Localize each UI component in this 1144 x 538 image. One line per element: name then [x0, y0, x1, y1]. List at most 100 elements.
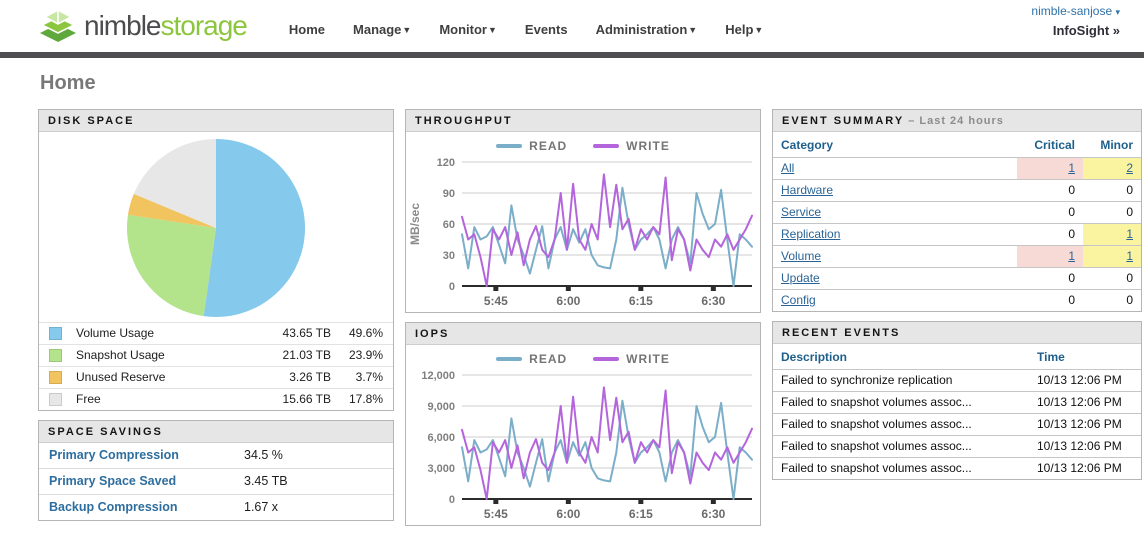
series-line-read [461, 186, 753, 287]
legend-value: 21.03 TB [282, 348, 331, 362]
pie-slice-unused-reserve [127, 193, 216, 228]
space-savings-row: Primary Space Saved 3.45 TB [39, 469, 393, 495]
critical-count-cell: 0 [1017, 223, 1083, 246]
event-description: Failed to snapshot volumes assoc... [773, 391, 1029, 414]
legend-series-name: READ [529, 352, 568, 366]
event-time: 10/13 12:06 PM [1029, 391, 1141, 414]
category-link[interactable]: Replication [781, 227, 841, 241]
nav-item[interactable]: Manage▼ [353, 22, 411, 37]
category-link[interactable]: Volume [781, 249, 822, 263]
main-content: Home DISK SPACE Volume Usage 43.65 TB 49… [0, 58, 1144, 526]
minor-count[interactable]: 1 [1126, 227, 1133, 241]
legend-swatch [49, 370, 62, 384]
logo[interactable]: nimblestorage [38, 8, 248, 44]
svg-text:6:30: 6:30 [701, 294, 725, 308]
category-link[interactable]: All [781, 161, 795, 175]
nav-item-label: Monitor [439, 21, 487, 37]
category-link[interactable]: Config [781, 293, 816, 307]
column-header-description: Description [781, 350, 848, 364]
page-title: Home [40, 72, 96, 94]
space-savings-label: Primary Compression [49, 448, 179, 462]
throughput-panel: THROUGHPUT READ WRITE 0 30 60 90 120 5:45 6:00 6… [405, 109, 761, 313]
disk-space-panel-header: DISK SPACE [39, 110, 393, 132]
event-summary-panel-header: EVENT SUMMARY – Last 24 hours [773, 110, 1141, 132]
critical-count: 0 [1068, 227, 1075, 241]
critical-count: 0 [1068, 205, 1075, 219]
throughput-panel-header: THROUGHPUT [406, 110, 760, 132]
event-description: Failed to snapshot volumes assoc... [773, 457, 1029, 479]
legend-line-swatch [496, 144, 523, 148]
recent-event-row: Failed to snapshot volumes assoc... 10/1… [773, 413, 1141, 436]
disk-space-legend: Volume Usage 43.65 TB 49.6% Snapshot Usa… [39, 322, 393, 410]
header-divider-bar [0, 52, 1144, 58]
event-description: Failed to snapshot volumes assoc... [773, 413, 1029, 436]
event-summary-row: Config 0 0 [773, 289, 1141, 311]
svg-text:6:00: 6:00 [556, 294, 580, 308]
legend-label: Volume Usage [76, 326, 155, 340]
recent-event-row: Failed to snapshot volumes assoc... 10/1… [773, 391, 1141, 414]
legend-line-swatch [496, 357, 523, 361]
minor-count[interactable]: 2 [1126, 161, 1133, 175]
nimble-logo-icon [40, 8, 76, 42]
pie-slice-volume-usage [203, 139, 306, 317]
minor-count: 0 [1126, 293, 1133, 307]
iops-panel: IOPS READ WRITE 0 3,000 6,000 9,000 12,000 5:4… [405, 322, 761, 526]
throughput-chart: 0 30 60 90 120 5:45 6:00 6:15 6:30 MB/sec [408, 157, 753, 308]
minor-count[interactable]: 1 [1126, 249, 1133, 263]
legend-series-name: WRITE [626, 139, 670, 153]
nav-item-label: Home [288, 21, 326, 37]
space-savings-panel-header: SPACE SAVINGS [39, 421, 393, 443]
array-name: nimble-sanjose [1031, 4, 1113, 18]
space-savings-rows: Primary Compression 34.5 % Primary Space… [39, 443, 393, 520]
recent-events-panel-header: RECENT EVENTS [773, 322, 1141, 344]
nav-item[interactable]: Events▼ [525, 22, 568, 37]
category-link[interactable]: Update [781, 271, 820, 285]
critical-count-cell: 0 [1017, 289, 1083, 311]
critical-count[interactable]: 1 [1068, 161, 1075, 175]
column-header-critical: Critical [1034, 138, 1075, 152]
nav-item[interactable]: Administration▼ [596, 22, 698, 37]
critical-count[interactable]: 1 [1068, 249, 1075, 263]
legend-row: Snapshot Usage 21.03 TB 23.9% [39, 344, 393, 366]
pie-slice-free [133, 139, 216, 228]
category-link[interactable]: Service [781, 205, 822, 219]
nav-item[interactable]: Home▼ [289, 22, 325, 37]
infosight-link[interactable]: InfoSight » [1052, 23, 1120, 38]
svg-text:90: 90 [443, 188, 455, 200]
svg-text:5:45: 5:45 [484, 507, 508, 521]
legend-row: Unused Reserve 3.26 TB 3.7% [39, 366, 393, 388]
legend-label: Free [76, 392, 101, 406]
chart-legend-read: READ [496, 352, 567, 366]
legend-row: Free 15.66 TB 17.8% [39, 388, 393, 410]
legend-percent: 3.7% [355, 370, 383, 384]
event-summary-row: All 1 2 [773, 157, 1141, 180]
nav-item[interactable]: Help▼ [725, 22, 763, 37]
legend-line-swatch [593, 144, 620, 148]
svg-text:6:30: 6:30 [701, 507, 725, 521]
svg-text:5:45: 5:45 [484, 294, 508, 308]
legend-value: 43.65 TB [282, 326, 331, 340]
event-summary-row: Volume 1 1 [773, 245, 1141, 268]
legend-percent: 23.9% [348, 348, 383, 362]
critical-count: 0 [1068, 183, 1075, 197]
legend-label: Snapshot Usage [76, 348, 165, 362]
space-savings-row: Primary Compression 34.5 % [39, 443, 393, 469]
header-right: nimble-sanjose ▾ InfoSight » [1031, 4, 1120, 38]
svg-text:MB/sec: MB/sec [408, 203, 422, 245]
nav-item-label: Manage [353, 21, 402, 37]
event-summary-row: Service 0 0 [773, 201, 1141, 224]
nav-item[interactable]: Monitor▼ [439, 22, 497, 37]
event-summary-row: Hardware 0 0 [773, 179, 1141, 202]
chart-legend-write: WRITE [593, 139, 670, 153]
disk-space-pie-chart [126, 139, 306, 317]
legend-series-name: READ [529, 139, 568, 153]
category-link[interactable]: Hardware [781, 183, 834, 197]
main-nav: Home▼ Manage▼ Monitor▼ Events▼ Administr… [289, 22, 763, 37]
svg-text:6:15: 6:15 [629, 294, 653, 308]
svg-text:6:15: 6:15 [629, 507, 653, 521]
array-selector[interactable]: nimble-sanjose ▾ [1031, 4, 1120, 18]
event-summary-row: Replication 0 1 [773, 223, 1141, 246]
space-savings-row: Backup Compression 1.67 x [39, 495, 393, 520]
event-summary-subtitle: – Last 24 hours [904, 115, 1004, 127]
minor-count: 0 [1126, 271, 1133, 285]
